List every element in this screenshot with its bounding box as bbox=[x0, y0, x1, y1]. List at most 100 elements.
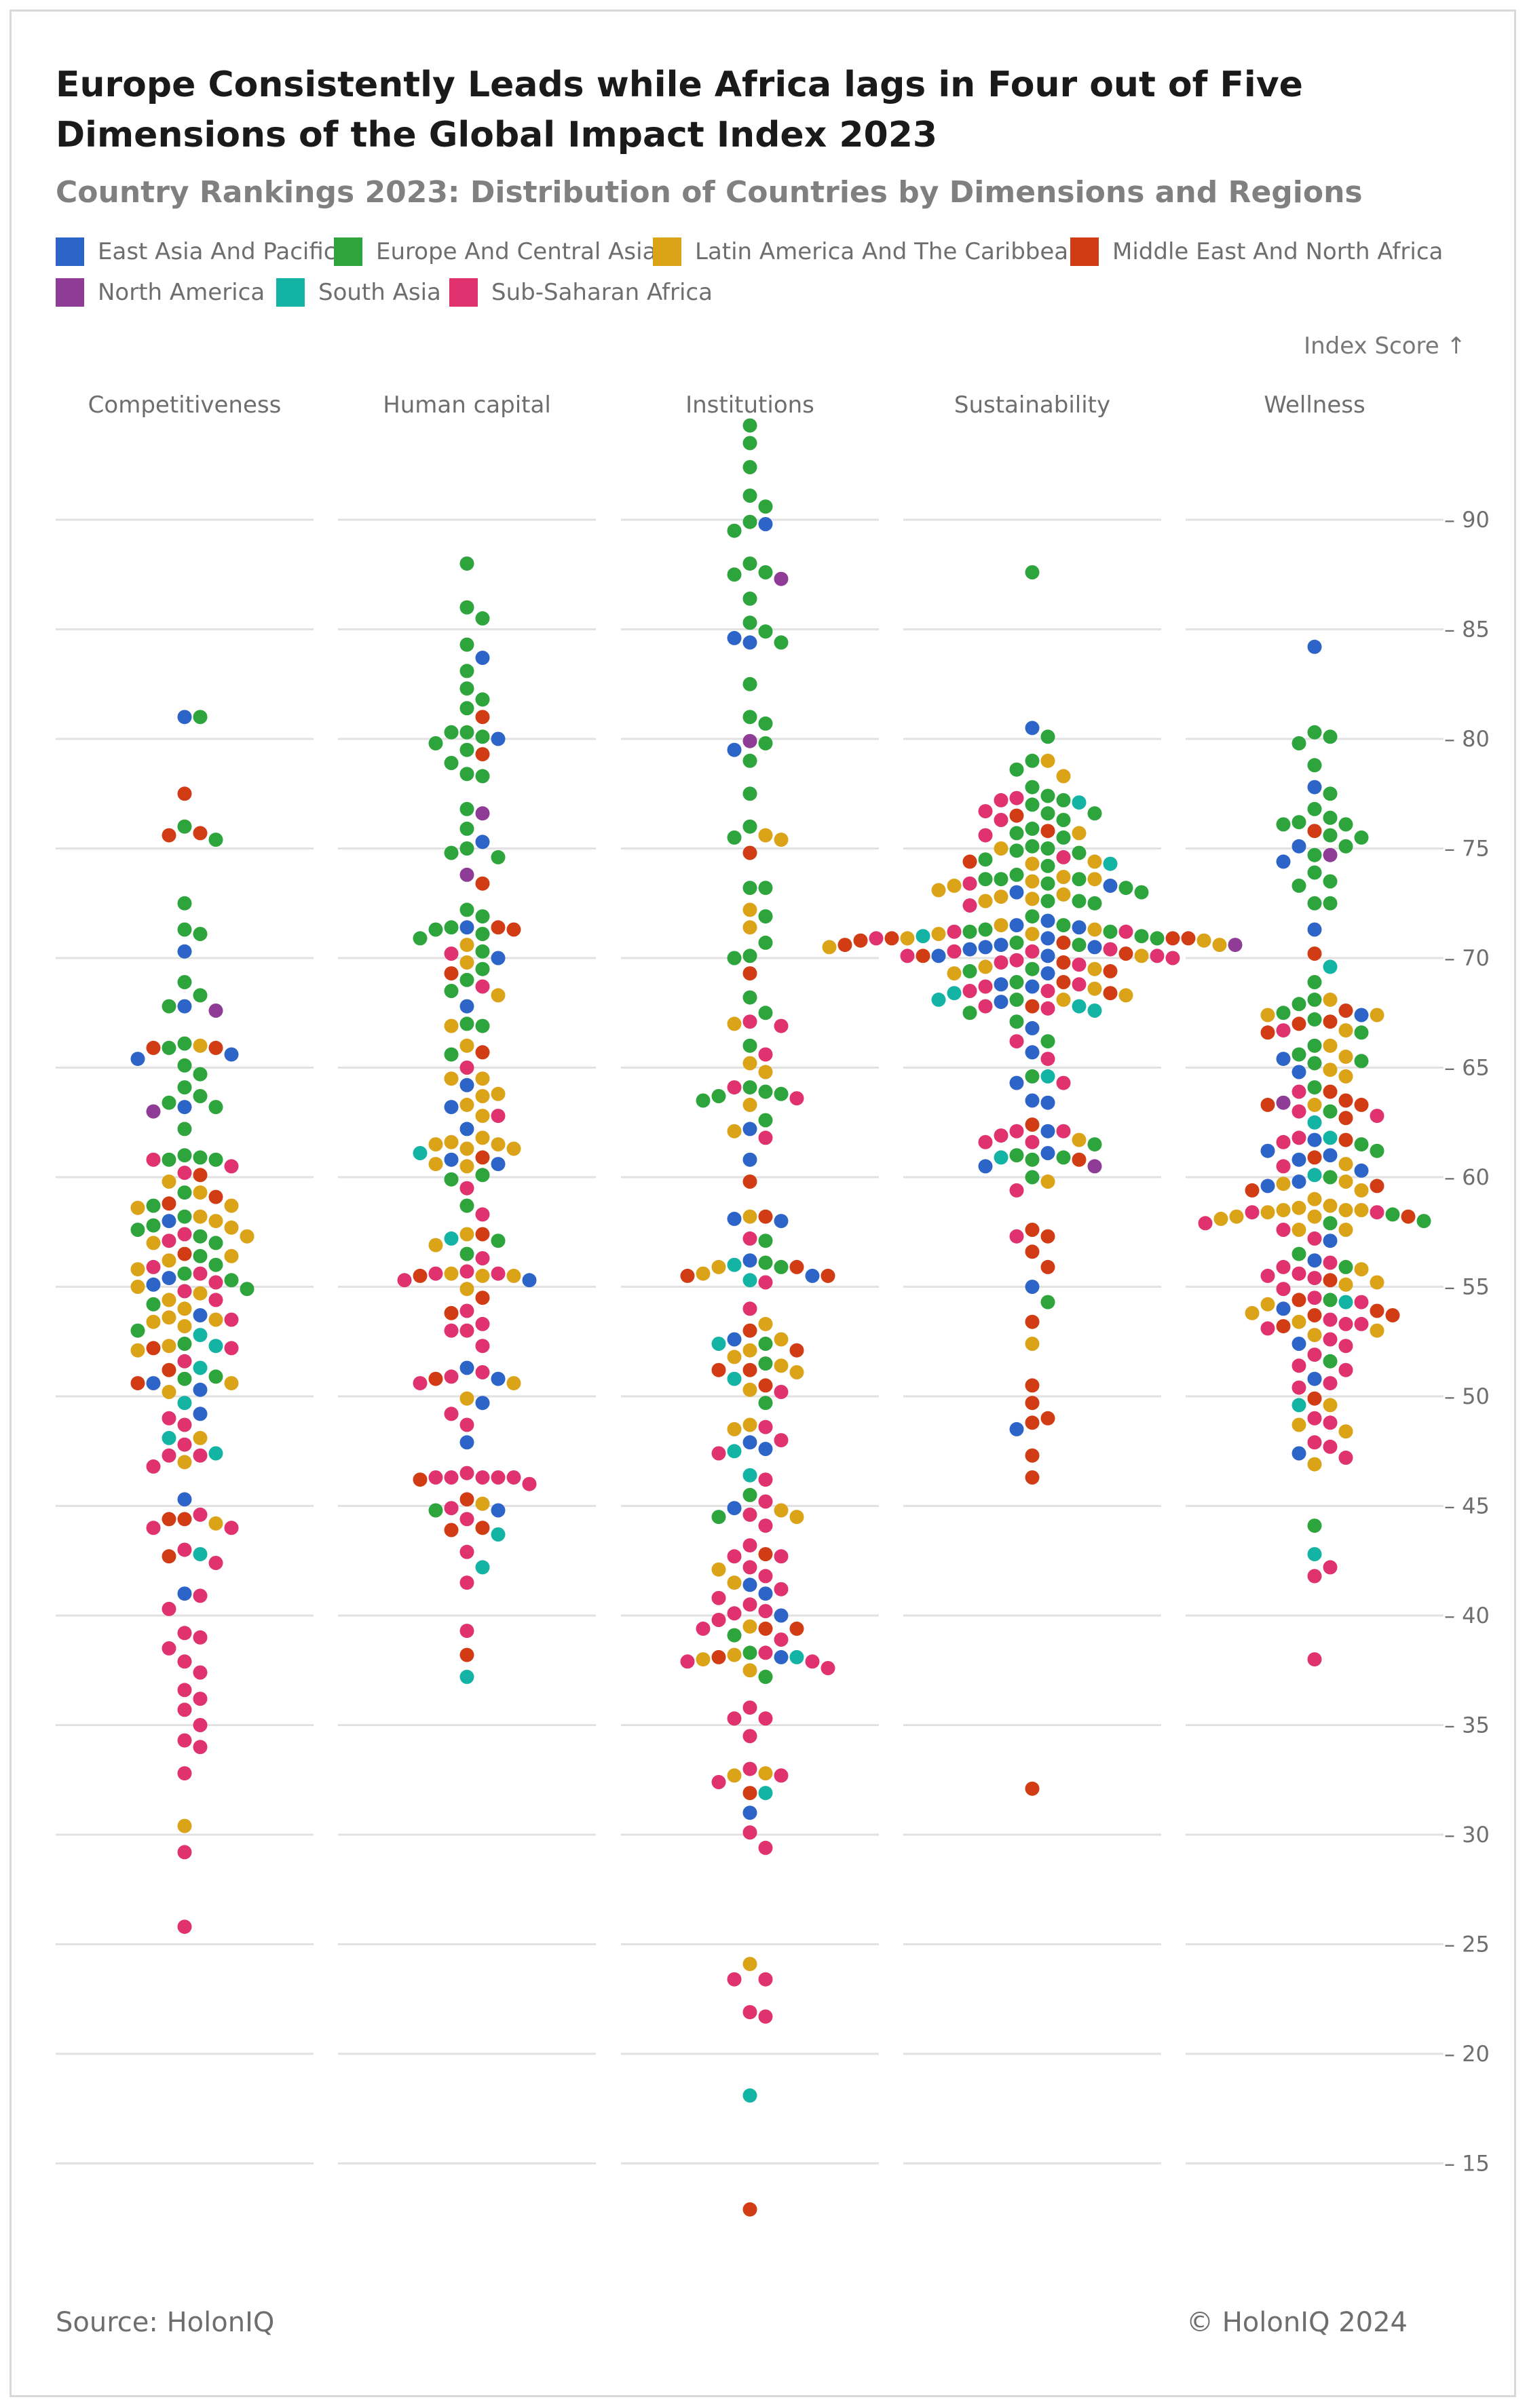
country-point[interactable] bbox=[177, 1702, 192, 1717]
country-point[interactable] bbox=[162, 1214, 176, 1229]
country-point[interactable] bbox=[130, 1052, 145, 1067]
country-point[interactable] bbox=[1338, 1157, 1353, 1172]
country-point[interactable] bbox=[1307, 725, 1322, 740]
country-point[interactable] bbox=[208, 1152, 223, 1167]
country-point[interactable] bbox=[1401, 1209, 1416, 1224]
country-point[interactable] bbox=[742, 920, 757, 935]
country-point[interactable] bbox=[1009, 885, 1024, 900]
country-point[interactable] bbox=[1025, 1378, 1040, 1393]
country-point[interactable] bbox=[177, 819, 192, 834]
country-point[interactable] bbox=[994, 1150, 1008, 1165]
country-point[interactable] bbox=[177, 999, 192, 1014]
country-point[interactable] bbox=[475, 979, 490, 994]
country-point[interactable] bbox=[1025, 909, 1040, 924]
country-point[interactable] bbox=[774, 571, 789, 586]
country-point[interactable] bbox=[1087, 981, 1102, 996]
country-point[interactable] bbox=[774, 635, 789, 650]
country-point[interactable] bbox=[1338, 1295, 1353, 1310]
country-point[interactable] bbox=[1354, 1137, 1369, 1152]
country-point[interactable] bbox=[1103, 986, 1118, 1001]
country-point[interactable] bbox=[1025, 1117, 1040, 1132]
country-point[interactable] bbox=[758, 1621, 773, 1636]
country-point[interactable] bbox=[459, 637, 474, 652]
country-point[interactable] bbox=[711, 1259, 726, 1274]
country-point[interactable] bbox=[947, 986, 962, 1001]
country-point[interactable] bbox=[758, 1275, 773, 1290]
country-point[interactable] bbox=[475, 1150, 490, 1165]
country-point[interactable] bbox=[193, 1382, 208, 1397]
country-point[interactable] bbox=[1307, 992, 1322, 1007]
country-point[interactable] bbox=[1307, 1209, 1322, 1224]
country-point[interactable] bbox=[1260, 1097, 1275, 1112]
country-point[interactable] bbox=[1025, 1396, 1040, 1411]
country-point[interactable] bbox=[978, 1134, 993, 1149]
country-point[interactable] bbox=[162, 1362, 176, 1377]
country-point[interactable] bbox=[1134, 949, 1149, 963]
country-point[interactable] bbox=[742, 1122, 757, 1136]
country-point[interactable] bbox=[1025, 565, 1040, 579]
country-point[interactable] bbox=[146, 1314, 161, 1329]
country-point[interactable] bbox=[1338, 1132, 1353, 1147]
country-point[interactable] bbox=[1370, 1008, 1384, 1023]
country-point[interactable] bbox=[1040, 729, 1055, 744]
country-point[interactable] bbox=[1354, 1097, 1369, 1112]
country-point[interactable] bbox=[459, 1038, 474, 1053]
country-point[interactable] bbox=[758, 1084, 773, 1099]
country-point[interactable] bbox=[1307, 1097, 1322, 1112]
country-point[interactable] bbox=[1323, 786, 1338, 801]
country-point[interactable] bbox=[1307, 1371, 1322, 1386]
country-point[interactable] bbox=[1292, 1223, 1306, 1237]
country-point[interactable] bbox=[1198, 1216, 1213, 1231]
country-point[interactable] bbox=[444, 756, 459, 770]
country-point[interactable] bbox=[758, 624, 773, 639]
country-point[interactable] bbox=[742, 1362, 757, 1377]
country-point[interactable] bbox=[1370, 1303, 1384, 1318]
country-point[interactable] bbox=[1072, 938, 1087, 953]
country-point[interactable] bbox=[742, 591, 757, 606]
country-point[interactable] bbox=[1072, 845, 1087, 860]
country-point[interactable] bbox=[727, 1080, 742, 1095]
country-point[interactable] bbox=[1025, 1280, 1040, 1294]
country-point[interactable] bbox=[459, 801, 474, 816]
country-point[interactable] bbox=[459, 681, 474, 696]
country-point[interactable] bbox=[774, 1768, 789, 1783]
country-point[interactable] bbox=[1103, 963, 1118, 978]
country-point[interactable] bbox=[711, 1510, 726, 1525]
country-point[interactable] bbox=[1307, 865, 1322, 880]
country-point[interactable] bbox=[444, 725, 459, 740]
country-point[interactable] bbox=[1292, 878, 1306, 893]
country-point[interactable] bbox=[1056, 1075, 1071, 1090]
country-point[interactable] bbox=[1323, 992, 1338, 1007]
country-point[interactable] bbox=[1307, 1569, 1322, 1584]
country-point[interactable] bbox=[491, 988, 506, 1003]
country-point[interactable] bbox=[758, 828, 773, 843]
country-point[interactable] bbox=[1276, 1095, 1291, 1110]
country-point[interactable] bbox=[224, 1341, 239, 1356]
country-point[interactable] bbox=[1292, 1084, 1306, 1099]
country-point[interactable] bbox=[1025, 944, 1040, 959]
country-point[interactable] bbox=[742, 1663, 757, 1678]
country-point[interactable] bbox=[1338, 1277, 1353, 1292]
country-point[interactable] bbox=[727, 1211, 742, 1226]
country-point[interactable] bbox=[177, 1266, 192, 1281]
country-point[interactable] bbox=[224, 1220, 239, 1235]
country-point[interactable] bbox=[1370, 1323, 1384, 1338]
country-point[interactable] bbox=[428, 1157, 443, 1172]
country-point[interactable] bbox=[491, 1137, 506, 1152]
country-point[interactable] bbox=[177, 1512, 192, 1527]
country-point[interactable] bbox=[491, 1527, 506, 1542]
country-point[interactable] bbox=[1307, 1547, 1322, 1562]
country-point[interactable] bbox=[491, 849, 506, 864]
country-point[interactable] bbox=[444, 1172, 459, 1187]
country-point[interactable] bbox=[1072, 977, 1087, 992]
country-point[interactable] bbox=[742, 1700, 757, 1715]
country-point[interactable] bbox=[727, 1016, 742, 1031]
country-point[interactable] bbox=[742, 1957, 757, 1972]
country-point[interactable] bbox=[711, 1590, 726, 1605]
country-point[interactable] bbox=[1292, 815, 1306, 830]
country-point[interactable] bbox=[1025, 1470, 1040, 1485]
country-point[interactable] bbox=[1370, 1205, 1384, 1220]
country-point[interactable] bbox=[1009, 826, 1024, 841]
country-point[interactable] bbox=[475, 1339, 490, 1354]
country-point[interactable] bbox=[1292, 1417, 1306, 1432]
